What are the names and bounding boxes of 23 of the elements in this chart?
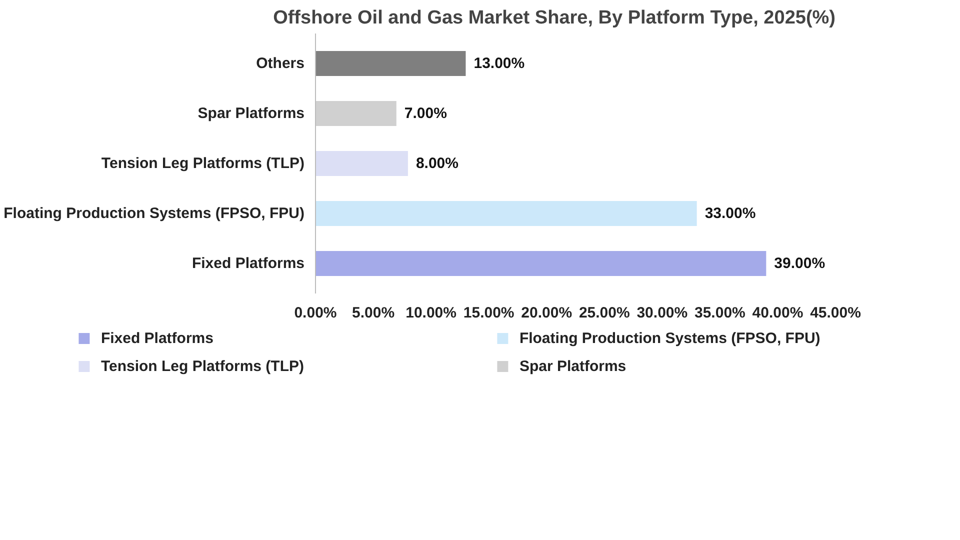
x-tick-label: 0.00% [294,304,337,322]
data-label: 39.00% [774,255,826,272]
data-label: 8.00% [416,155,458,172]
x-tick-label: 15.00% [463,304,514,322]
data-label: 13.00% [474,55,525,72]
y-tick-label: Others [256,55,305,72]
x-tick-label: 40.00% [752,304,804,322]
x-tick-label: 30.00% [636,304,688,322]
x-tick-label: 5.00% [352,304,395,322]
chart-title: Offshore Oil and Gas Market Share, By Platform Type, 2025(%) [273,8,836,28]
x-tick-label: 10.00% [406,304,456,322]
y-tick-label: Tension Leg Platforms (TLP) [101,155,305,172]
x-tick-label: 35.00% [694,304,746,322]
data-label: 33.00% [704,205,756,222]
x-tick-label: 45.00% [810,304,861,322]
y-tick-label: Spar Platforms [198,105,305,122]
legend-label: Floating Production Systems (FPSO, FPU) [519,330,820,347]
legend-label: Spar Platforms [519,358,626,375]
data-label: 7.00% [404,105,447,122]
y-tick-label: Floating Production Systems (FPSO, FPU) [4,205,305,222]
x-tick-label: 25.00% [578,304,630,322]
y-tick-label: Fixed Platforms [192,255,304,272]
x-tick-label: 20.00% [521,304,572,322]
